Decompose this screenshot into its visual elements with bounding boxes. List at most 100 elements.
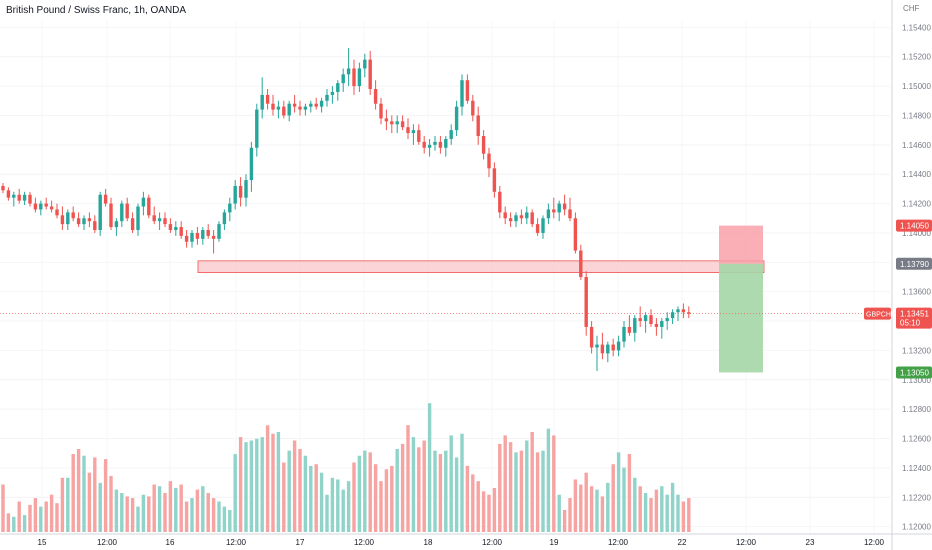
- volume-bar: [314, 464, 318, 532]
- volume-bar: [395, 448, 399, 532]
- volume-bar: [681, 501, 686, 532]
- candle-body: [411, 130, 416, 134]
- volume-bar: [384, 469, 389, 532]
- time-axis[interactable]: 15 12:00 16 12:00 17 12:00 18 12:00 19 12:00 22 12:…: [38, 538, 885, 547]
- volume-bar: [309, 465, 313, 532]
- volume-bar: [190, 498, 194, 532]
- volume-bar: [55, 503, 59, 532]
- volume-bar: [535, 452, 540, 532]
- volume-bar: [125, 496, 129, 532]
- candle-body: [465, 80, 470, 101]
- time-tick: 17: [296, 538, 305, 547]
- candle-body: [93, 221, 97, 231]
- candle-body: [28, 194, 32, 204]
- volume-bar: [303, 455, 308, 532]
- volume-bar: [562, 509, 567, 532]
- volume-bar: [179, 484, 183, 532]
- candle-body: [114, 221, 119, 228]
- candle-body: [514, 215, 518, 222]
- volume-bar: [649, 498, 653, 532]
- price-axis[interactable]: 1.15400 1.15200 1.15000 1.14800 1.14600 1.144…: [902, 23, 931, 531]
- volume-bar: [260, 437, 264, 532]
- volume-bar: [557, 494, 561, 532]
- time-tick: 12:00: [97, 538, 118, 547]
- candle-body: [611, 344, 615, 351]
- volume-bar: [606, 482, 610, 532]
- volume-bar: [195, 489, 200, 532]
- volume-bar: [298, 448, 302, 532]
- currency-label: CHF: [903, 4, 920, 13]
- volume-bar: [476, 481, 480, 532]
- candle-body: [33, 203, 38, 210]
- time-tick: 18: [424, 538, 433, 547]
- candle-body: [606, 344, 610, 354]
- volume-bar: [244, 442, 248, 532]
- volume-bar: [71, 454, 75, 532]
- candle-body: [130, 218, 135, 231]
- candle-body: [255, 109, 259, 148]
- volume-bar: [336, 479, 340, 532]
- volume-bar: [627, 454, 632, 532]
- candle-body: [379, 103, 383, 119]
- candle-body: [163, 218, 167, 225]
- volume-bar: [217, 501, 221, 532]
- chart-title: British Pound / Swiss Franc, 1h, OANDA: [6, 5, 187, 16]
- candle-body: [39, 203, 43, 210]
- candle-body: [341, 74, 345, 84]
- volume-bar: [49, 494, 54, 532]
- candle-body: [217, 224, 221, 239]
- take-profit-area[interactable]: [719, 263, 763, 373]
- volume-bar: [238, 437, 243, 532]
- candle-body: [22, 194, 27, 201]
- volume-bar: [368, 452, 372, 532]
- volume-bar: [400, 443, 405, 532]
- stop-loss-area[interactable]: [719, 225, 763, 264]
- candle-body: [71, 212, 75, 219]
- candle-body: [352, 68, 356, 87]
- volume-bar: [60, 477, 65, 532]
- volume-bar: [184, 501, 189, 532]
- candle-body: [60, 215, 65, 225]
- price-tick: 1.12800: [902, 405, 931, 414]
- candle-body: [206, 230, 210, 236]
- volume-bar: [157, 486, 162, 532]
- candle-body: [660, 321, 664, 327]
- candle-body: [125, 203, 129, 219]
- volume-bar: [255, 438, 259, 532]
- candle-body: [508, 218, 513, 222]
- candle-body: [622, 326, 626, 342]
- candle-body: [681, 309, 686, 313]
- candle-body: [530, 212, 534, 225]
- candle-body: [233, 185, 237, 204]
- candle-body: [6, 190, 11, 198]
- time-tick: 16: [166, 538, 175, 547]
- candle-body: [438, 141, 443, 148]
- volume-bar: [39, 506, 43, 532]
- candle-body: [168, 224, 173, 231]
- candle-body: [298, 106, 302, 110]
- candle-body: [638, 318, 642, 322]
- volume-bar: [633, 477, 637, 532]
- candle-body: [449, 130, 453, 139]
- candle-body: [49, 206, 54, 210]
- resistance-zone[interactable]: [197, 260, 765, 273]
- volume-bar: [28, 504, 32, 532]
- last-price-tag: GBPCHF 1.13451 05:10: [864, 307, 932, 329]
- candle-body: [665, 318, 669, 322]
- candle-body: [1, 185, 5, 191]
- candle-body: [552, 209, 556, 213]
- volume-bar: [503, 435, 507, 532]
- candle-body: [616, 341, 621, 351]
- volume-bar: [411, 437, 416, 532]
- time-tick: 19: [550, 538, 559, 547]
- candle-body: [336, 83, 340, 92]
- time-tick: 12:00: [482, 538, 503, 547]
- time-tick: 23: [806, 538, 815, 547]
- candle-body: [249, 147, 254, 181]
- volume-bar: [390, 465, 394, 532]
- target-price-tag: 1.13050: [896, 366, 932, 379]
- volume-bar: [325, 494, 329, 532]
- candle-body: [395, 121, 399, 125]
- candle-body: [238, 185, 243, 198]
